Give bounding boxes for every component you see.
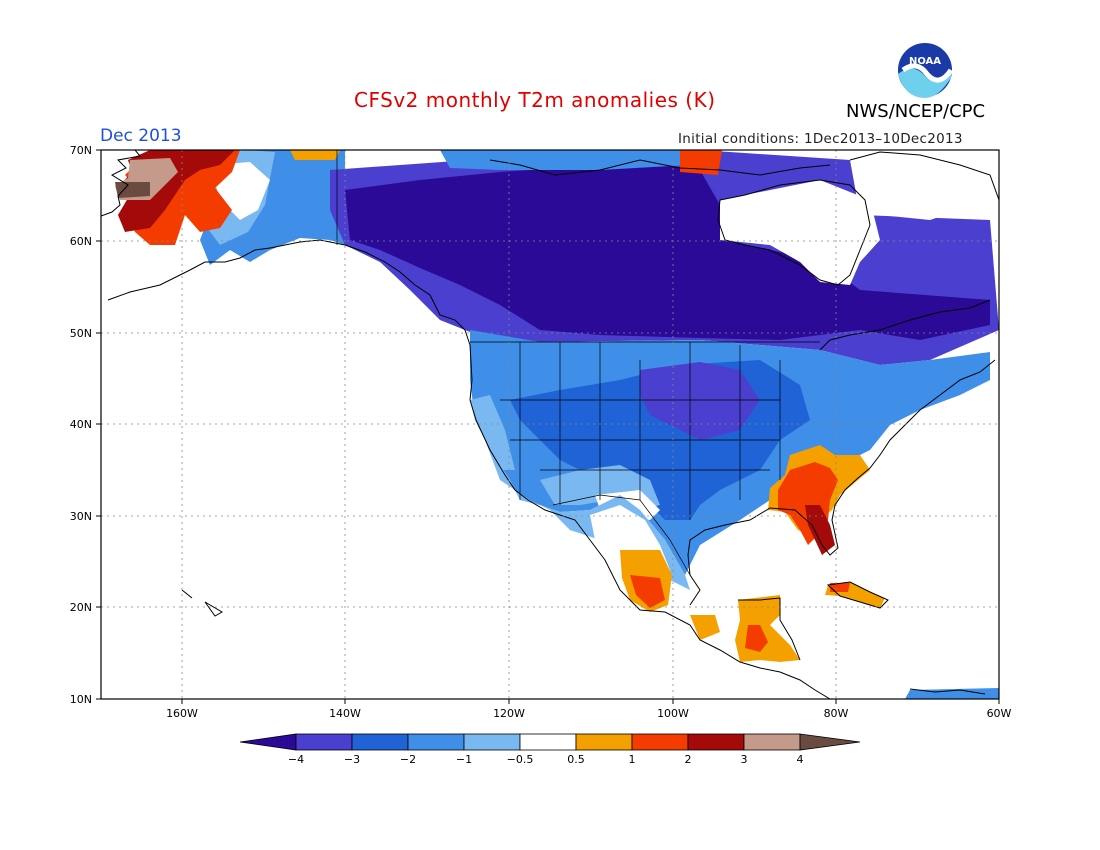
lon-label: 140W — [329, 707, 361, 720]
lon-labels: 160W 140W 120W 100W 80W 60W — [166, 707, 1011, 720]
lat-label: 40N — [70, 418, 92, 431]
colorbar-segment — [463, 733, 521, 751]
colorbar-label: −2 — [400, 753, 416, 766]
graticule — [101, 150, 999, 699]
lon-label: 60W — [987, 707, 1012, 720]
colorbar-label: −0.5 — [507, 753, 534, 766]
colorbar-min-arrow — [239, 733, 297, 751]
colorbar-labels: −4 −3 −2 −1 −0.5 0.5 1 2 3 4 — [288, 753, 804, 766]
lat-label: 10N — [70, 693, 92, 706]
greenland-white — [860, 150, 999, 220]
lon-label: 160W — [166, 707, 198, 720]
coastlines — [101, 150, 999, 699]
california-coast-light — [470, 395, 515, 470]
us-plains-cold — [640, 362, 760, 440]
colorbar — [239, 733, 861, 751]
colorbar-segment — [687, 733, 745, 751]
colorbar-label: −4 — [288, 753, 304, 766]
arctic-warm-spot — [290, 150, 340, 160]
arctic-isl-warm — [680, 150, 722, 175]
colorbar-label: −3 — [344, 753, 360, 766]
arctic-light-band — [440, 150, 700, 170]
florida-hot — [805, 505, 835, 555]
lat-labels: 70N 60N 50N 40N 30N 20N 10N — [70, 144, 92, 706]
colorbar-label: 2 — [685, 753, 692, 766]
lat-label: 70N — [70, 144, 92, 157]
central-america-red — [745, 625, 768, 652]
colorbar-segment — [519, 733, 577, 751]
canada-cold-core — [345, 162, 990, 340]
logo-text: NOAA — [909, 56, 941, 67]
lat-label: 30N — [70, 510, 92, 523]
lat-label: 50N — [70, 327, 92, 340]
cuba-red — [830, 583, 850, 592]
colorbar-segment — [407, 733, 465, 751]
colorbar-label: 4 — [797, 753, 804, 766]
month-label: Dec 2013 — [100, 126, 182, 146]
lon-label: 100W — [657, 707, 689, 720]
anomaly-field — [115, 150, 999, 699]
colorbar-label: 3 — [741, 753, 748, 766]
colorbar-label: 0.5 — [567, 753, 585, 766]
initial-conditions: Initial conditions: 1Dec2013–10Dec2013 — [678, 131, 963, 147]
central-america-warm — [690, 615, 720, 640]
lon-label: 80W — [824, 707, 849, 720]
colorbar-segment — [631, 733, 689, 751]
political-borders — [336, 150, 820, 576]
hudson-bay-white — [720, 180, 880, 285]
mexico-warm-red — [630, 575, 665, 608]
colorbar-segment — [351, 733, 409, 751]
colorbar-label: 1 — [629, 753, 636, 766]
colorbar-label: −1 — [456, 753, 472, 766]
tick-marks — [96, 149, 1000, 704]
alaska-coast-max — [115, 182, 150, 198]
agency-label: NWS/NCEP/CPC — [846, 101, 986, 122]
chart-title: CFSv2 monthly T2m anomalies (K) — [354, 88, 716, 112]
central-america-warm2 — [735, 595, 800, 662]
lat-label: 20N — [70, 601, 92, 614]
colorbar-segment — [295, 733, 353, 751]
colorbar-segment — [575, 733, 633, 751]
lon-label: 120W — [493, 707, 525, 720]
lat-label: 60N — [70, 235, 92, 248]
noaa-logo-icon: NOAA — [896, 41, 954, 99]
colorbar-max-arrow — [799, 733, 861, 751]
colorbar-segment — [743, 733, 801, 751]
